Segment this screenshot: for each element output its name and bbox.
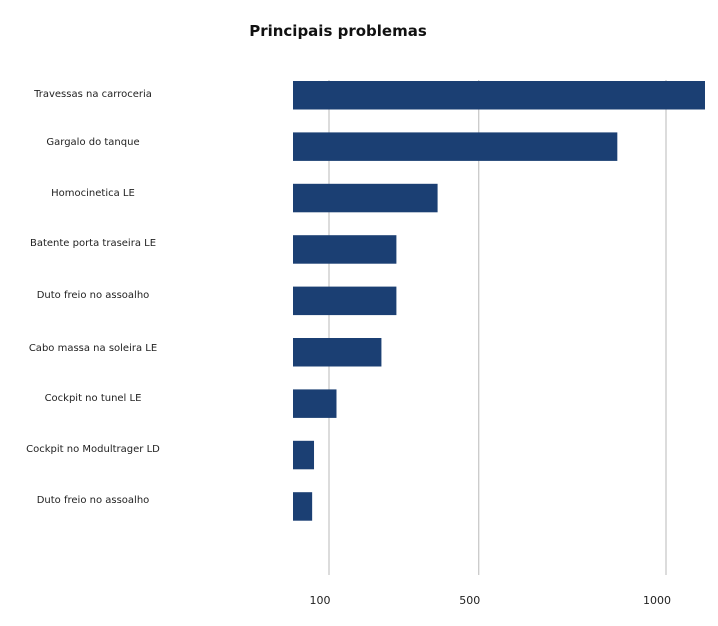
bar [293,235,397,264]
category-label: Cockpit no Modultrager LD [26,444,160,455]
category-label: Gargalo do tanque [46,137,139,148]
bar [293,183,438,213]
bar [293,440,315,470]
bars [293,81,705,521]
category-label: Duto freio no assoalho [37,290,150,301]
chart-title: Principais problemas [249,22,427,40]
bar [293,286,397,316]
category-label: Cockpit no tunel LE [45,393,142,404]
category-label: Duto freio no assoalho [37,495,150,506]
bar [293,132,618,161]
category-labels: Travessas na carroceria Gargalo do tanque… [26,89,160,506]
category-label: Batente porta traseira LE [30,238,156,249]
bar [293,492,313,521]
x-tick-label: 1000 [643,594,671,607]
bar [293,81,705,110]
x-tick-label: 100 [310,594,331,607]
category-label: Homocinetica LE [51,188,135,199]
x-tick-label: 500 [459,594,480,607]
x-axis-tick-labels: 100 500 1000 [310,594,672,607]
bar [293,338,382,367]
category-label: Cabo massa na soleira LE [29,343,157,354]
category-label: Travessas na carroceria [33,89,152,100]
gridlines [328,80,667,575]
bar [293,389,337,418]
